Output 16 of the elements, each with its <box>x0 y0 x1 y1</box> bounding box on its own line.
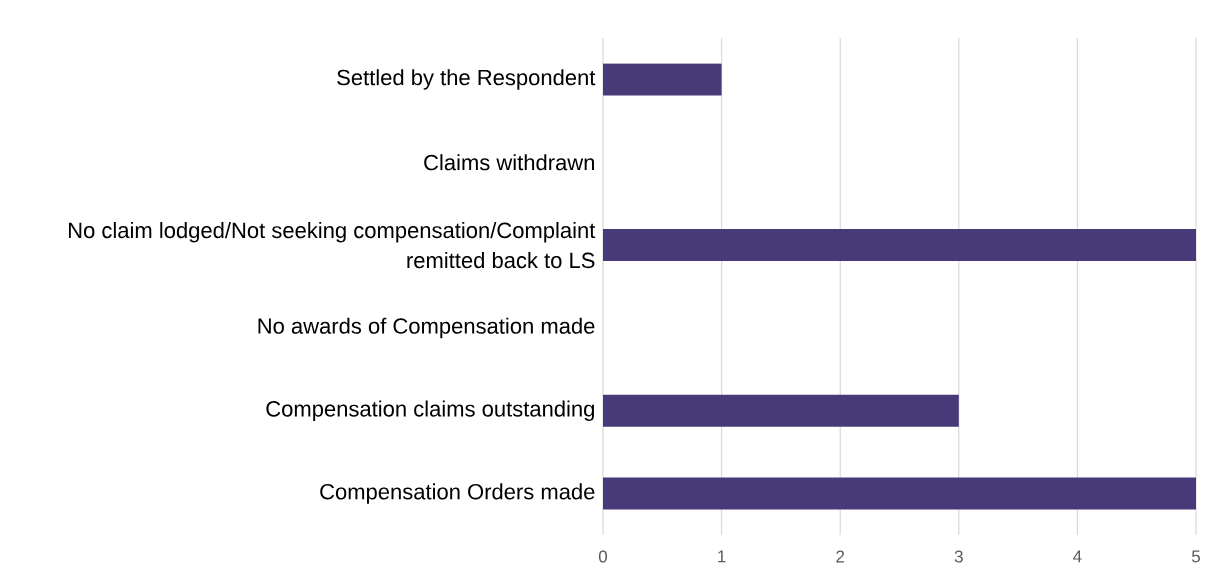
y-tick-label: No awards of Compensation made <box>258 317 595 339</box>
x-tick-label: 4 <box>1073 550 1082 563</box>
bar <box>603 477 1196 510</box>
x-tick-label: 2 <box>836 550 845 563</box>
y-tick-label: Compensation claims outstanding <box>266 400 594 421</box>
x-tick-label: 0 <box>598 550 608 563</box>
bar <box>603 229 1196 262</box>
y-tick-label: Claims withdrawn <box>424 154 594 171</box>
x-tick-label: 3 <box>954 550 963 563</box>
y-tick-label: Settled by the Respondent <box>337 69 596 90</box>
x-tick-label: 1 <box>718 550 726 563</box>
y-tick-label: No claim lodged/Not seeking compensation/Complaint remitted back to LS <box>68 222 596 269</box>
bar <box>603 63 722 96</box>
y-tick-label: Compensation Orders made <box>320 483 595 504</box>
x-tick-label: 5 <box>1191 550 1201 563</box>
bar <box>603 394 959 427</box>
